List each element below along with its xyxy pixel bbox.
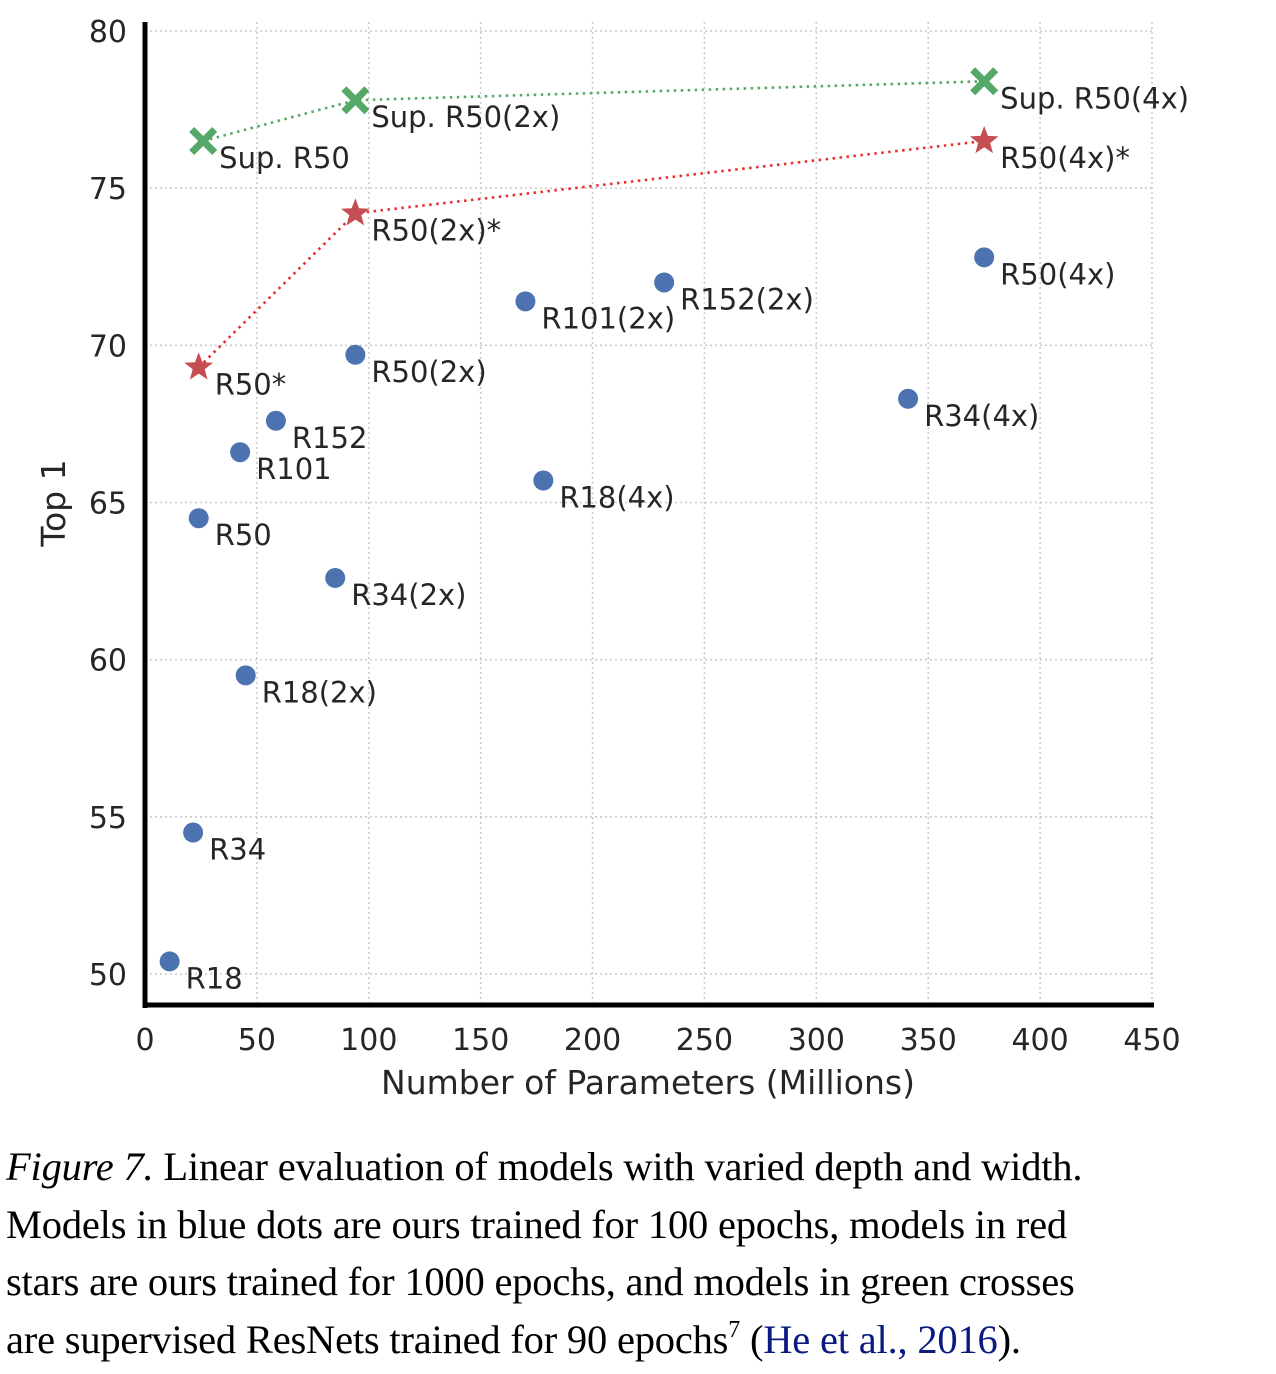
point-label: Sup. R50(2x)	[371, 100, 560, 134]
point-label: R18(2x)	[262, 675, 377, 709]
x-tick-labels: 0 50 100 150 200 250 300 350 400 450	[135, 1023, 1180, 1058]
y-tick-label: 70	[89, 329, 127, 364]
citation-open: (	[740, 1316, 764, 1362]
caption-text: Linear evaluation of models with varied …	[153, 1144, 1083, 1189]
x-tick-label: 100	[340, 1023, 397, 1058]
y-tick-label: 80	[89, 15, 127, 50]
x-tick-label: 250	[676, 1023, 733, 1058]
point-label: R50	[215, 518, 272, 552]
caption-text: are supervised ResNets trained for 90 ep…	[6, 1316, 729, 1362]
red-star-marker	[184, 352, 213, 380]
x-tick-label: 350	[900, 1023, 957, 1058]
blue-dot-marker	[235, 665, 256, 686]
caption-line-2: Models in blue dots are ours trained for…	[6, 1201, 1067, 1247]
y-tick-label: 55	[89, 801, 127, 836]
y-tick-label: 50	[89, 958, 127, 993]
green-cross-marker	[189, 127, 218, 155]
blue-dot-marker	[188, 508, 209, 529]
blue-dot-marker	[183, 822, 204, 843]
point-label: R50*	[215, 367, 287, 401]
blue-dot-marker	[230, 442, 251, 463]
caption-line-3: stars are ours trained for 1000 epochs, …	[6, 1259, 1075, 1304]
x-tick-label: 50	[238, 1023, 276, 1058]
caption-line-4: are supervised ResNets trained for 90 ep…	[6, 1311, 1270, 1369]
x-axis-title: Number of Parameters (Millions)	[381, 1063, 915, 1102]
y-tick-label: 75	[89, 172, 127, 207]
y-axis-title: Top 1	[34, 459, 73, 547]
y-tick-label: 65	[89, 487, 127, 522]
blue-dot-marker	[159, 951, 180, 972]
point-label: Sup. R50(4x)	[1000, 81, 1189, 115]
green-cross-marker	[970, 67, 999, 96]
axes	[142, 22, 1154, 1008]
blue-dot-marker	[974, 247, 995, 268]
caption-line-1: Figure 7. Linear evaluation of models wi…	[6, 1138, 1270, 1196]
point-label: R34(2x)	[351, 578, 466, 612]
blue-dot-marker	[898, 388, 919, 409]
blue-dot-marker	[533, 470, 554, 491]
point-label: R34	[209, 833, 266, 867]
y-tick-labels: 50 55 60 65 70 75 80	[89, 15, 127, 993]
data-markers	[159, 67, 999, 972]
blue-dot-marker	[654, 272, 675, 293]
x-tick-label: 200	[564, 1023, 621, 1058]
x-tick-label: 0	[135, 1023, 154, 1058]
x-tick-label: 150	[452, 1023, 509, 1058]
point-label: R50(4x)	[1000, 257, 1115, 291]
point-label: R101(2x)	[541, 301, 675, 335]
x-tick-label: 300	[788, 1023, 845, 1058]
figure-label: Figure 7.	[6, 1144, 154, 1189]
x-tick-label: 400	[1011, 1023, 1068, 1058]
point-label: R50(2x)	[371, 355, 486, 389]
footnote-marker[interactable]: 7	[728, 1316, 741, 1343]
point-label: R152	[292, 421, 368, 455]
point-label: R101	[256, 452, 332, 486]
blue-dot-marker	[265, 410, 286, 431]
figure-caption: Figure 7. Linear evaluation of models wi…	[6, 1138, 1270, 1368]
green-cross-marker	[341, 86, 370, 115]
red-star-marker	[969, 126, 999, 154]
point-label: Sup. R50	[219, 141, 350, 175]
point-label: R34(4x)	[924, 399, 1039, 433]
point-label: R50(4x)*	[1000, 141, 1130, 175]
point-label: R18	[186, 961, 243, 995]
citation-link[interactable]: He et al., 2016	[763, 1316, 998, 1362]
grid-lines	[145, 22, 1153, 1005]
red-star-marker	[341, 198, 370, 226]
x-tick-label: 450	[1123, 1023, 1180, 1058]
scatter-chart: 0 50 100 150 200 250 300 350 400 450 505560657075…	[34, 15, 1189, 1102]
series-line	[202, 80, 985, 143]
citation-close: ).	[997, 1316, 1021, 1362]
point-label: R152(2x)	[680, 282, 814, 316]
y-tick-label: 60	[89, 644, 127, 679]
point-label: R18(4x)	[559, 480, 674, 514]
blue-dot-marker	[515, 291, 536, 312]
blue-dot-marker	[325, 567, 346, 588]
point-label: R50(2x)*	[371, 213, 501, 247]
blue-dot-marker	[345, 344, 366, 365]
